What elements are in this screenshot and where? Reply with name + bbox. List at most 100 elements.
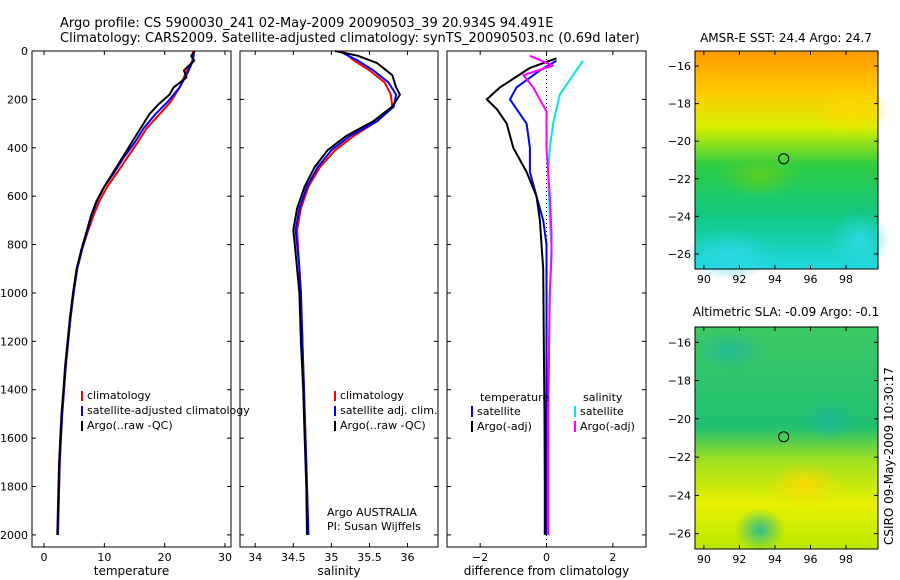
sla_map-ytick-label-5: −26	[668, 528, 691, 541]
sla_map-xtick-label-4: 98	[839, 553, 853, 566]
temperature-xtick-label-3: 30	[218, 551, 232, 564]
difference-series-1	[485, 57, 557, 535]
sst_map-xtick-label-0: 90	[697, 273, 711, 286]
temperature-axes-frame	[31, 50, 232, 548]
difference-xlabel: difference from climatology	[464, 564, 630, 578]
salinity-series-2	[292, 50, 401, 535]
sla_map-ytick-label-1: −18	[668, 375, 691, 388]
sst_map-xtick-label-2: 94	[768, 273, 782, 286]
temperature-series-1	[56, 50, 196, 535]
depth-tick-label-3: 600	[7, 190, 28, 203]
diff-legend-salinity-label-0: satellite	[580, 405, 624, 418]
sst_map-ytick-label-3: −22	[668, 173, 691, 186]
temperature-series-0	[56, 50, 194, 535]
sla_map-xtick-label-0: 90	[697, 553, 711, 566]
sst-map-ticks: 90 92 94 96 98 −16 −18 −20 −22 −24 −26	[668, 51, 878, 286]
depth-tick-label-9: 1800	[0, 481, 28, 494]
sst_map-xtick-label-4: 98	[839, 273, 853, 286]
sst_map-ytick-label-0: −16	[668, 60, 691, 73]
sla-map-blob-yellow	[770, 463, 840, 507]
sst-map-title: AMSR-E SST: 24.4 Argo: 24.7	[700, 31, 872, 45]
sst-map-blob-cyan-2	[830, 212, 890, 268]
sla-map-ticks: 90 92 94 96 98 −16 −18 −20 −22 −24 −26	[668, 327, 878, 566]
salinity-xtick-label-1: 34.5	[281, 551, 306, 564]
diff-legend-temperature-label-0: satellite	[477, 405, 521, 418]
temperature-xtick-label-2: 20	[158, 551, 172, 564]
temperature-series-2	[56, 50, 196, 535]
depth-tick-label-2: 400	[7, 142, 28, 155]
sla-map: Altimetric SLA: -0.09 Argo: -0.1 90 92 94 9…	[668, 305, 879, 566]
temperature-plot: 0 200 400 600 800 1000 1200 1400 1600 1800 2000 0 10…	[0, 45, 250, 578]
depth-tick-label-4: 800	[7, 239, 28, 252]
sst-argo-location-marker	[778, 153, 790, 165]
temperature-legend-label-2: Argo(..raw -QC)	[87, 419, 173, 432]
salinity-series-0	[296, 50, 394, 535]
depth-tick-label-8: 1600	[0, 432, 28, 445]
map-panels: AMSR-E SST: 24.4 Argo: 24.7 90 92 94 96 98 −1…	[668, 31, 890, 566]
sst-map-blob-green	[720, 153, 800, 197]
salinity-plot: 34 34.5 35 35.5 36 salinity climatology satelli…	[239, 50, 439, 578]
salinity-xlabel: salinity	[317, 564, 360, 578]
salinity-legend-label-2: Argo(..raw -QC)	[340, 419, 426, 432]
temperature-legend-label-1: satellite-adjusted climatology	[87, 404, 250, 417]
salinity-xtick-label-4: 36	[401, 551, 415, 564]
sla_map-xtick-label-2: 94	[768, 553, 782, 566]
temperature-xtick-label-1: 10	[97, 551, 111, 564]
difference-xtick-label-1: 0	[543, 551, 550, 564]
sla-argo-location-marker	[778, 431, 790, 443]
sst-map: AMSR-E SST: 24.4 Argo: 24.7 90 92 94 96 98 −1…	[668, 31, 890, 286]
sst-map-blob-cyan	[685, 230, 775, 280]
depth-tick-label-7: 1400	[0, 384, 28, 397]
sla_map-ytick-label-4: −24	[668, 489, 691, 502]
sst_map-xtick-label-1: 92	[732, 273, 746, 286]
sst_map-ytick-label-5: −26	[668, 248, 691, 261]
diff-legend-temperature-title: temperature	[480, 391, 549, 404]
salinity-xtick-label-3: 35.5	[357, 551, 382, 564]
temperature-legend-label-0: climatology	[87, 389, 151, 402]
difference-series-3	[522, 54, 555, 535]
salinity-xtick-label-2: 35	[324, 551, 338, 564]
sla-map-blob-teal-3	[800, 398, 860, 442]
sst_map-ytick-label-4: −24	[668, 210, 691, 223]
figure-title-line1: Argo profile: CS 5900030_241 02-May-2009…	[60, 16, 553, 31]
sst-map-frame	[694, 50, 879, 270]
depth-tick-label-5: 1000	[0, 287, 28, 300]
sla_map-ytick-label-2: −20	[668, 413, 691, 426]
figure-title-line2: Climatology: CARS2009. Satellite-adjuste…	[60, 31, 640, 46]
salinity-legend-label-0: climatology	[340, 389, 404, 402]
side-timestamp: CSIRO 09-May-2009 10:30:17	[882, 367, 896, 545]
profile-annotation-1: PI: Susan Wijffels	[327, 520, 421, 533]
sst_map-ytick-label-1: −18	[668, 98, 691, 111]
temperature-xtick-label-0: 0	[41, 551, 48, 564]
sla_map-xtick-label-3: 96	[803, 553, 817, 566]
sst_map-ytick-label-2: −20	[668, 135, 691, 148]
diff-legend-salinity-label-1: Argo(-adj)	[580, 420, 635, 433]
diff-legend-temperature-label-1: Argo(-adj)	[477, 420, 532, 433]
difference-series-0	[509, 59, 558, 535]
salinity-xtick-label-0: 34	[248, 551, 262, 564]
depth-tick-label-6: 1200	[0, 335, 28, 348]
temperature-xlabel: temperature	[94, 564, 169, 578]
sst_map-xtick-label-3: 96	[803, 273, 817, 286]
difference-xtick-label-0: −2	[472, 551, 488, 564]
depth-tick-label-1: 200	[7, 93, 28, 106]
sla_map-ytick-label-3: −22	[668, 451, 691, 464]
salinity-series-1	[294, 50, 398, 535]
diff-legend-salinity-title: salinity	[583, 391, 623, 404]
sla-map-blob-teal	[695, 330, 765, 370]
depth-tick-label-10: 2000	[0, 529, 28, 542]
depth-tick-label-0: 0	[21, 45, 28, 58]
sla-map-blob-teal-2	[735, 508, 785, 552]
salinity-legend-label-1: satellite adj. clim.	[340, 404, 437, 417]
salinity-axes-frame	[239, 50, 439, 548]
difference-series-2	[547, 60, 584, 535]
profile-annotation-0: Argo AUSTRALIA	[327, 506, 417, 519]
sla_map-ytick-label-0: −16	[668, 336, 691, 349]
sla-map-frame	[694, 326, 879, 550]
sla-map-title: Altimetric SLA: -0.09 Argo: -0.1	[693, 305, 880, 319]
sst-map-blob-yellow	[810, 85, 890, 135]
difference-xtick-label-2: 2	[609, 551, 616, 564]
